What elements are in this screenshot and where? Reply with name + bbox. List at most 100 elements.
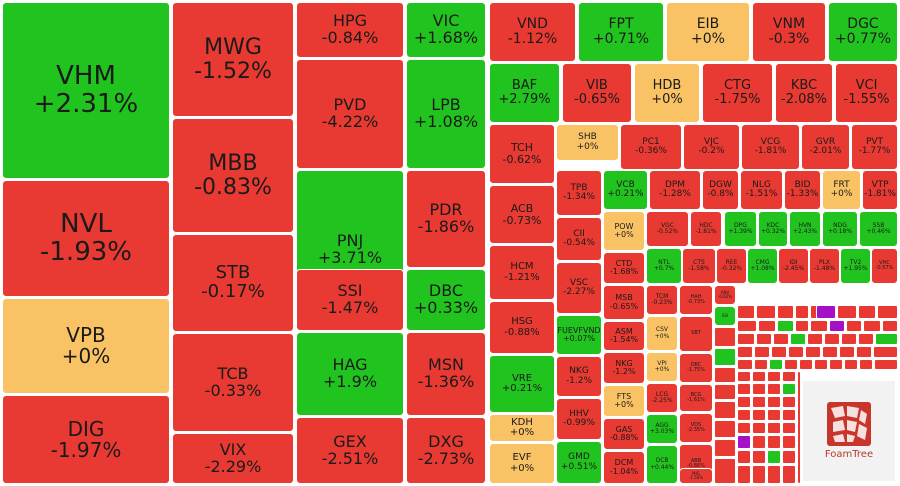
treemap-cell[interactable] — [805, 346, 821, 358]
treemap-cell[interactable] — [714, 348, 736, 366]
tile-lcg[interactable]: LCG -2.25% — [646, 383, 678, 413]
treemap-cell[interactable] — [875, 333, 898, 345]
tile-gvr[interactable]: GVR -2.01% — [801, 124, 850, 170]
tile-vcb[interactable]: VCB +0.21% — [603, 170, 648, 210]
tile-vre[interactable]: VRE +0.21% — [489, 355, 555, 413]
tile-vnm[interactable]: VNM -0.3% — [752, 2, 826, 62]
treemap-cell[interactable] — [839, 346, 855, 358]
treemap-cell[interactable] — [752, 450, 766, 464]
treemap-cell[interactable] — [737, 409, 751, 421]
tile-gex[interactable]: GEX -2.51% — [296, 417, 404, 484]
tile-bid[interactable]: BID -1.33% — [784, 170, 821, 210]
tile-dgc[interactable]: DGC +0.77% — [828, 2, 898, 62]
tile-hah[interactable]: HAH -0.73% — [679, 285, 713, 315]
treemap-cell[interactable] — [756, 333, 772, 345]
tile-vic[interactable]: VIC +1.68% — [406, 2, 486, 58]
treemap-cell[interactable] — [795, 320, 809, 332]
treemap-cell[interactable] — [737, 333, 755, 345]
tile-bcg[interactable]: BCG -1.61% — [679, 384, 713, 412]
tile-pc1[interactable]: PC1 -0.36% — [620, 124, 682, 170]
treemap-cell[interactable] — [846, 320, 862, 332]
treemap-cell[interactable] — [737, 359, 753, 370]
tile-cmg[interactable]: CMG +1.08% — [747, 248, 778, 284]
tile-hag[interactable]: HAG +1.9% — [296, 332, 404, 416]
treemap-cell[interactable] — [737, 305, 755, 319]
treemap-cell[interactable] — [795, 305, 809, 319]
tile-dcm[interactable]: DCM -1.04% — [603, 451, 645, 484]
tile-anv[interactable]: ANV -0.62% — [714, 285, 736, 305]
treemap-cell[interactable] — [752, 409, 766, 421]
treemap-cell[interactable] — [737, 396, 751, 408]
treemap-cell[interactable] — [737, 346, 753, 358]
tile-ree[interactable]: REE -0.32% — [716, 248, 747, 284]
treemap-cell[interactable] — [782, 450, 796, 464]
tile-sbt[interactable]: SBT — [679, 316, 713, 352]
treemap-cell[interactable] — [714, 401, 736, 419]
tile-hcm[interactable]: HCM -1.21% — [489, 245, 555, 300]
tile-dgw[interactable]: DGW -0.8% — [702, 170, 739, 210]
tile-mwg[interactable]: MWG -1.52% — [172, 2, 294, 117]
tile-ctg[interactable]: CTG -1.75% — [702, 63, 773, 123]
treemap-cell[interactable] — [752, 383, 766, 395]
treemap-cell[interactable] — [767, 465, 781, 484]
treemap-cell[interactable] — [752, 435, 766, 449]
treemap-cell[interactable] — [863, 320, 881, 332]
treemap-cell[interactable] — [714, 327, 736, 347]
treemap-cell[interactable] — [882, 320, 898, 332]
tile-mig[interactable]: MIG -1.56% — [679, 468, 713, 484]
treemap-cell[interactable] — [737, 383, 751, 395]
tile-vsc[interactable]: VSC -2.27% — [556, 262, 602, 314]
tile-vib[interactable]: VIB -0.65% — [562, 63, 632, 123]
tile-hdb[interactable]: HDB +0% — [634, 63, 700, 123]
tile-vjc[interactable]: VJC -0.2% — [683, 124, 740, 170]
tile-hvn[interactable]: HVN +2.43% — [789, 211, 821, 247]
tile-idi[interactable]: IDI -2.45% — [778, 248, 809, 284]
tile-vgc[interactable]: VGC -0.52% — [646, 211, 689, 247]
treemap-cell[interactable] — [737, 435, 751, 449]
tile-agg[interactable]: AGG +3.03% — [646, 414, 678, 444]
tile-vhc[interactable]: VHC -0.57% — [871, 248, 898, 284]
treemap-cell[interactable] — [859, 359, 873, 370]
tile-vds[interactable]: VDS -2.35% — [679, 413, 713, 443]
treemap-cell[interactable] — [873, 346, 898, 358]
tile-frt[interactable]: FRT +0% — [822, 170, 861, 210]
tile-ssi[interactable]: SSI — [714, 306, 736, 326]
tile-vci[interactable]: VCI -1.55% — [835, 63, 898, 123]
treemap-cell[interactable] — [771, 346, 787, 358]
tile-tv2[interactable]: TV2 +1.95% — [840, 248, 871, 284]
tile-evf[interactable]: EVF +0% — [489, 443, 555, 484]
tile-hdc[interactable]: HDC -1.81% — [690, 211, 722, 247]
tile-fuevfvnd[interactable]: FUEVFVND +0.07% — [556, 315, 602, 355]
treemap-cell[interactable] — [754, 359, 768, 370]
treemap-cell[interactable] — [752, 396, 766, 408]
treemap-cell[interactable] — [810, 320, 828, 332]
tile-pow[interactable]: POW +0% — [603, 211, 645, 251]
treemap-cell[interactable] — [714, 420, 736, 438]
treemap-cell[interactable] — [782, 396, 796, 408]
tile-ssb[interactable]: SSB +0.46% — [859, 211, 898, 247]
tile-dbc[interactable]: DBC +0.33% — [406, 269, 486, 331]
treemap-cell[interactable] — [807, 333, 823, 345]
treemap-cell[interactable] — [737, 450, 751, 464]
treemap-cell[interactable] — [788, 346, 804, 358]
treemap-cell[interactable] — [790, 333, 806, 345]
foamtree-logo[interactable]: FoamTree — [802, 380, 896, 482]
treemap-cell[interactable] — [782, 435, 796, 449]
treemap-cell[interactable] — [858, 305, 876, 319]
treemap-cell[interactable] — [782, 422, 796, 434]
treemap-cell[interactable] — [799, 359, 813, 370]
tile-msb[interactable]: MSB -0.65% — [603, 285, 645, 320]
treemap-cell[interactable] — [714, 384, 736, 400]
tile-fpt[interactable]: FPT +0.71% — [578, 2, 664, 62]
treemap-cell[interactable] — [777, 320, 794, 332]
treemap-cell[interactable] — [829, 359, 843, 370]
tile-ocb[interactable]: OCB +0.44% — [646, 445, 678, 484]
tile-dpg[interactable]: DPG +1.39% — [724, 211, 757, 247]
tile-gas[interactable]: GAS -0.88% — [603, 418, 645, 450]
treemap-cell[interactable] — [714, 439, 736, 457]
tile-vnd[interactable]: VND -1.12% — [489, 2, 576, 62]
treemap-cell[interactable] — [782, 409, 796, 421]
treemap-cell[interactable] — [737, 422, 751, 434]
treemap-cell[interactable] — [752, 422, 766, 434]
tile-vpb[interactable]: VPB +0% — [2, 298, 170, 394]
